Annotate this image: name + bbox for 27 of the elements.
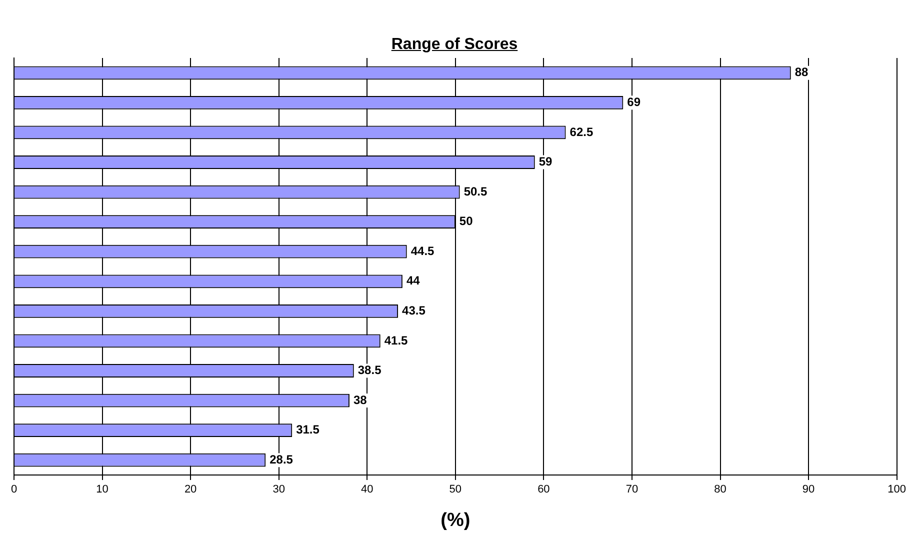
- data-label: 43.5: [402, 303, 426, 318]
- x-tick-label: 30: [272, 484, 285, 496]
- chart-title: Range of Scores: [390, 36, 519, 54]
- data-label: 44.5: [410, 244, 435, 258]
- x-tick-label: 50: [449, 484, 462, 496]
- data-label: 50.5: [464, 184, 488, 198]
- x-tick-label: 100: [888, 484, 906, 496]
- x-tick-label: 80: [714, 484, 726, 496]
- data-label: 28.5: [270, 452, 294, 466]
- x-tick-label: 90: [802, 484, 815, 496]
- data-label: 50: [459, 214, 474, 228]
- data-label: 38.5: [358, 363, 382, 378]
- data-label: 44: [406, 274, 420, 288]
- data-label: 41.5: [384, 333, 408, 348]
- data-label: 38: [353, 392, 368, 407]
- data-label: 59: [538, 154, 553, 169]
- data-label: 88: [794, 65, 809, 80]
- data-label: 62.5: [570, 124, 594, 139]
- x-tick-label: 0: [10, 484, 18, 496]
- x-axis-title: (%): [440, 510, 470, 531]
- x-tick-label: 20: [184, 484, 197, 496]
- x-tick-label: 10: [96, 484, 108, 496]
- data-label: 31.5: [296, 422, 320, 437]
- data-label: 69: [627, 94, 641, 109]
- x-tick-label: 60: [538, 484, 550, 496]
- x-tick-label: 70: [626, 484, 638, 496]
- x-tick-label: 40: [361, 484, 374, 496]
